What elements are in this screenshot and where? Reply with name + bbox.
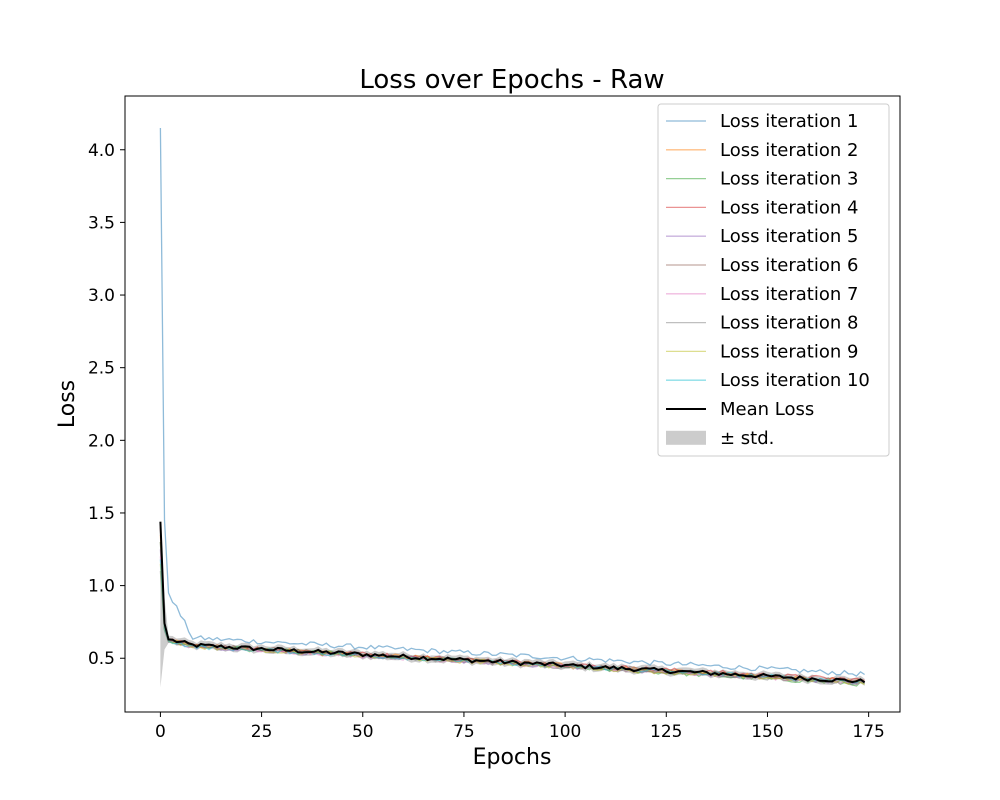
x-tick-label: 150 bbox=[751, 722, 783, 742]
y-tick-label: 2.5 bbox=[88, 359, 115, 379]
chart-title: Loss over Epochs - Raw bbox=[359, 65, 664, 95]
legend-label: Mean Loss bbox=[720, 399, 814, 420]
y-axis-title: Loss bbox=[55, 380, 80, 428]
legend-frame bbox=[657, 103, 890, 457]
x-tick-label: 25 bbox=[251, 722, 273, 742]
series-line-8 bbox=[159, 571, 865, 685]
y-tick-label: 3.0 bbox=[88, 286, 115, 306]
legend-label: Loss iteration 1 bbox=[720, 111, 858, 132]
legend-label: ± std. bbox=[720, 428, 774, 449]
y-tick-label: 1.5 bbox=[88, 504, 115, 524]
mean-layer bbox=[159, 521, 866, 684]
x-tick-label: 0 bbox=[155, 722, 166, 742]
legend-label: Loss iteration 7 bbox=[720, 284, 858, 305]
plot-frame bbox=[124, 95, 901, 713]
legend-label: Loss iteration 8 bbox=[720, 313, 858, 334]
legend-label: Loss iteration 5 bbox=[720, 226, 858, 247]
y-tick-label: 1.0 bbox=[88, 577, 115, 597]
series-line-1 bbox=[159, 127, 865, 677]
x-tick-label: 50 bbox=[352, 722, 374, 742]
y-tick-label: 0.5 bbox=[88, 649, 115, 669]
legend-label: Loss iteration 2 bbox=[720, 140, 858, 161]
x-tick-label: 75 bbox=[453, 722, 475, 742]
legend-label: Loss iteration 4 bbox=[720, 197, 858, 218]
x-tick-label: 125 bbox=[650, 722, 682, 742]
legend-swatch bbox=[666, 430, 706, 445]
legend-label: Loss iteration 9 bbox=[720, 341, 858, 362]
legend-label: Loss iteration 3 bbox=[720, 169, 858, 190]
x-axis: 0 25 50 75 100 125 150 175 bbox=[155, 712, 885, 742]
y-tick-label: 2.0 bbox=[88, 431, 115, 451]
x-tick-label: 100 bbox=[549, 722, 581, 742]
legend: Loss iteration 1 Loss iteration 2 Loss ite… bbox=[657, 103, 890, 457]
y-tick-label: 4.0 bbox=[88, 141, 115, 161]
legend-label: Loss iteration 6 bbox=[720, 255, 858, 276]
legend-label: Loss iteration 10 bbox=[720, 370, 870, 391]
mean-loss-line bbox=[159, 521, 866, 684]
y-axis: 0.5 1.0 1.5 2.0 2.5 3.0 3.5 4.0 bbox=[88, 141, 125, 669]
x-axis-title: Epochs bbox=[473, 745, 552, 770]
x-tick-label: 175 bbox=[852, 722, 884, 742]
y-tick-label: 3.5 bbox=[88, 213, 115, 233]
